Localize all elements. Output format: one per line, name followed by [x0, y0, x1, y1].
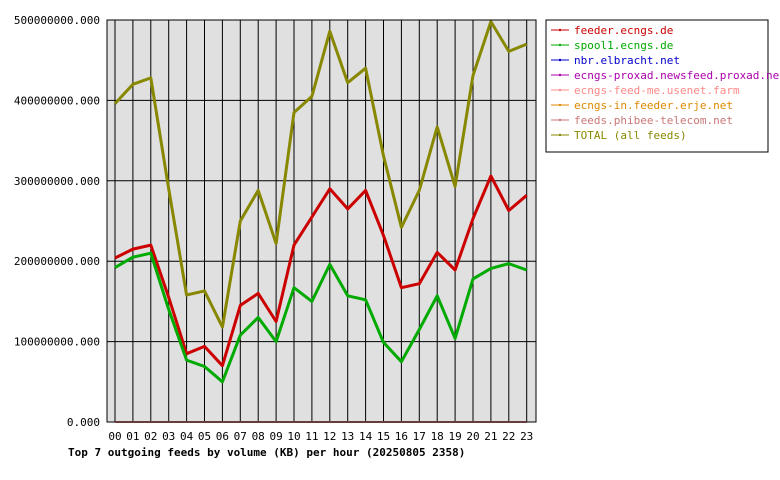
x-tick-label: 23 [520, 430, 533, 443]
plot-area [107, 20, 536, 422]
x-tick-label: 01 [126, 430, 139, 443]
legend: feeder.ecngs.de spool1.ecngs.de nbr.elbrac… [545, 19, 780, 153]
legend-marker [558, 43, 562, 47]
x-tick-label: 05 [198, 430, 211, 443]
legend-label: spool1.ecngs.de [574, 39, 673, 52]
x-tick-label: 14 [359, 430, 373, 443]
legend-box [545, 19, 769, 153]
x-tick-label: 07 [234, 430, 247, 443]
x-tick-label: 04 [180, 430, 194, 443]
legend-label: ecngs-proxad.newsfeed.proxad.net [574, 69, 780, 82]
x-tick-label: 19 [448, 430, 461, 443]
series-line-7 [113, 20, 528, 329]
x-tick-label: 18 [431, 430, 444, 443]
legend-marker [558, 133, 562, 137]
x-tick-label: 03 [162, 430, 175, 443]
legend-label: feeds.phibee-telecom.net [574, 114, 733, 127]
x-tick-label: 20 [466, 430, 479, 443]
x-tick-label: 16 [395, 430, 408, 443]
x-tick-label: 10 [287, 430, 300, 443]
legend-label: TOTAL (all feeds) [574, 129, 687, 142]
chart-title: Top 7 outgoing feeds by volume (KB) per … [68, 446, 465, 459]
y-tick-label: 500000000.000 [14, 14, 100, 27]
x-tick-label: 00 [108, 430, 121, 443]
legend-marker [558, 28, 562, 32]
legend-label: nbr.elbracht.net [574, 54, 680, 67]
x-tick-label: 15 [377, 430, 390, 443]
plot-frame [106, 19, 537, 423]
x-tick-label: 06 [216, 430, 229, 443]
legend-marker [558, 88, 562, 92]
legend-marker [558, 118, 562, 122]
x-axis: 00 01 02 03 04 05 06 07 08 09 10 11 12 13 14 15 16 17 18 19… [108, 430, 533, 443]
x-tick-label: 13 [341, 430, 354, 443]
y-tick-label: 100000000.000 [14, 336, 100, 349]
x-tick-label: 22 [502, 430, 515, 443]
x-tick-label: 11 [305, 430, 318, 443]
legend-marker [558, 58, 562, 62]
y-axis: 0.000 100000000.000 200000000.000 300000000… [14, 14, 100, 429]
legend-marker [558, 73, 562, 77]
series-line-1 [114, 251, 528, 384]
x-tick-label: 09 [269, 430, 282, 443]
y-tick-label: 300000000.000 [14, 175, 100, 188]
legend-label: feeder.ecngs.de [574, 24, 673, 37]
x-tick-label: 02 [144, 430, 157, 443]
x-tick-label: 21 [484, 430, 497, 443]
legend-label: ecngs-in.feeder.erje.net [574, 99, 733, 112]
y-tick-label: 400000000.000 [14, 94, 100, 107]
series-line-0 [114, 174, 528, 368]
legend-marker [558, 103, 562, 107]
x-tick-label: 17 [413, 430, 426, 443]
y-tick-label: 0.000 [67, 416, 100, 429]
legend-label: ecngs-feed-me.usenet.farm [574, 84, 740, 97]
y-tick-label: 200000000.000 [14, 255, 100, 268]
x-tick-label: 12 [323, 430, 336, 443]
x-tick-label: 08 [252, 430, 265, 443]
